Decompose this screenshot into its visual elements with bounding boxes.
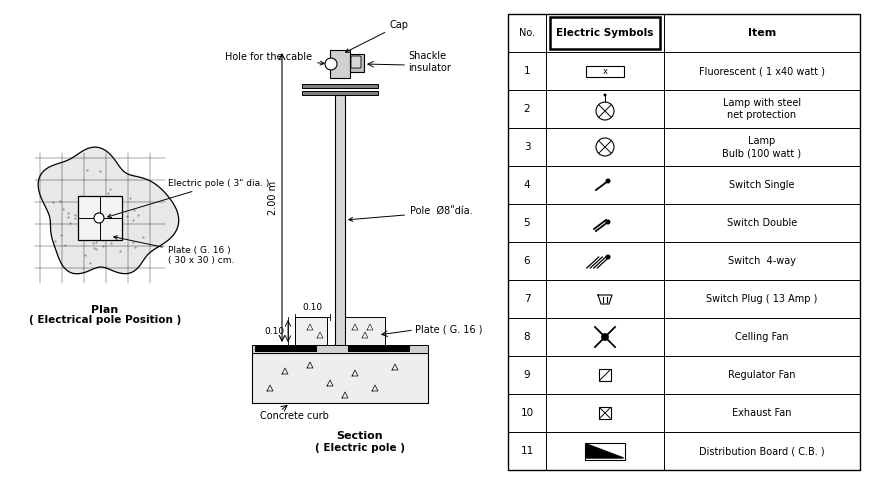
Text: Shackle
insulator: Shackle insulator [408, 51, 450, 73]
Text: Plate ( G. 16 ): Plate ( G. 16 ) [415, 325, 482, 335]
Bar [78, 196, 122, 240]
Text: Plan: Plan [91, 305, 118, 315]
Bar [549, 17, 660, 49]
Circle shape [605, 219, 610, 225]
Bar [335, 95, 345, 345]
Circle shape [94, 213, 104, 223]
Bar [302, 91, 377, 95]
Bar [586, 66, 623, 77]
Bar [584, 442, 624, 459]
Text: 10: 10 [520, 408, 533, 418]
Text: 1: 1 [523, 66, 530, 76]
Text: 0.10: 0.10 [264, 326, 285, 335]
Text: Switch Single: Switch Single [728, 180, 794, 190]
Text: Section: Section [336, 431, 383, 441]
Text: Lamp with steel
net protection: Lamp with steel net protection [722, 98, 800, 120]
Text: Concrete curb: Concrete curb [260, 411, 328, 421]
Bar [599, 407, 610, 419]
Text: 2: 2 [523, 104, 530, 114]
Polygon shape [38, 147, 178, 274]
Text: Electric pole ( 3" dia. ): Electric pole ( 3" dia. ) [108, 179, 269, 217]
Text: 5: 5 [523, 218, 530, 228]
Bar [295, 317, 327, 345]
Circle shape [595, 102, 614, 120]
Bar [599, 369, 610, 381]
Text: Fluorescent ( 1 x40 watt ): Fluorescent ( 1 x40 watt ) [698, 66, 824, 76]
Circle shape [603, 94, 606, 96]
Circle shape [325, 58, 336, 70]
Text: Cap: Cap [345, 20, 408, 52]
Bar [255, 346, 316, 352]
Text: 7: 7 [523, 294, 530, 304]
Text: Electric Symbols: Electric Symbols [555, 28, 653, 38]
Text: Lamp
Bulb (100 watt ): Lamp Bulb (100 watt ) [721, 136, 800, 158]
Text: 3: 3 [523, 142, 530, 152]
Bar [252, 345, 428, 353]
Circle shape [605, 178, 610, 184]
Text: Switch Plug ( 13 Amp ): Switch Plug ( 13 Amp ) [706, 294, 817, 304]
Circle shape [600, 334, 607, 340]
Text: 11: 11 [520, 446, 533, 456]
Text: 4: 4 [523, 180, 530, 190]
Circle shape [605, 254, 610, 259]
Text: Regulator Fan: Regulator Fan [727, 370, 795, 380]
Text: 0.10: 0.10 [302, 303, 322, 312]
Polygon shape [586, 444, 623, 458]
Bar [348, 346, 409, 352]
Circle shape [595, 138, 614, 156]
Text: ( Electric pole ): ( Electric pole ) [315, 443, 405, 453]
Text: Pole  Ø8ʺdía.: Pole Ø8ʺdía. [348, 207, 472, 221]
Text: Plate ( G. 16 )
( 30 x 30 ) cm.: Plate ( G. 16 ) ( 30 x 30 ) cm. [114, 236, 234, 265]
Text: 8: 8 [523, 332, 530, 342]
Text: Item: Item [747, 28, 775, 38]
Text: 2.00 m: 2.00 m [268, 180, 278, 214]
Bar [507, 14, 859, 470]
Text: 9: 9 [523, 370, 530, 380]
Bar [302, 84, 377, 88]
Text: ( Electrical pole Position ): ( Electrical pole Position ) [29, 315, 181, 325]
Text: Hole for the cable: Hole for the cable [225, 52, 324, 65]
Text: Switch Double: Switch Double [726, 218, 796, 228]
Bar [345, 317, 385, 345]
Bar [252, 353, 428, 403]
Bar [349, 54, 363, 72]
Text: No.: No. [518, 28, 534, 38]
Text: Switch  4-way: Switch 4-way [727, 256, 795, 266]
Text: Exhaust Fan: Exhaust Fan [732, 408, 791, 418]
FancyBboxPatch shape [350, 56, 361, 68]
Text: 6: 6 [523, 256, 530, 266]
Text: Distribution Board ( C.B. ): Distribution Board ( C.B. ) [699, 446, 824, 456]
Text: x: x [602, 67, 607, 76]
Text: Celling Fan: Celling Fan [734, 332, 788, 342]
Bar [329, 50, 349, 78]
